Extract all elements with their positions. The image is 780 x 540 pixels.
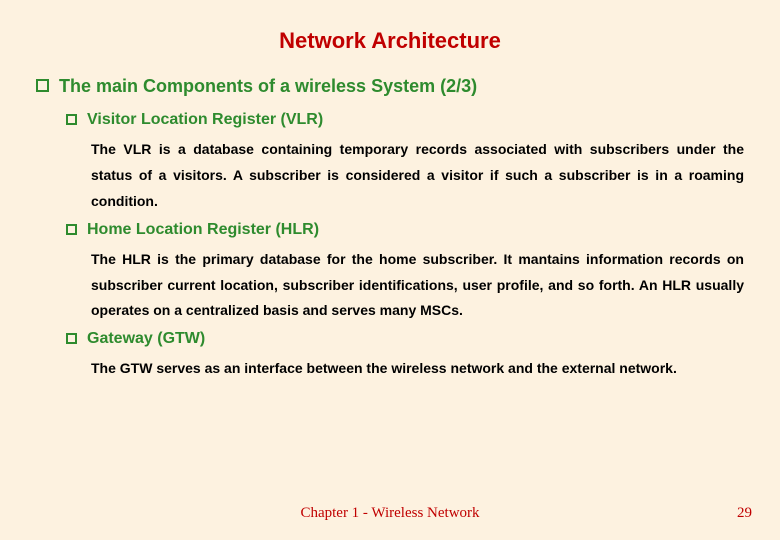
main-heading: The main Components of a wireless System… (59, 76, 477, 97)
slide-title: Network Architecture (0, 0, 780, 76)
square-bullet-icon (66, 114, 77, 125)
section-heading-row: Home Location Register (HLR) (66, 221, 744, 239)
section-heading-row: Visitor Location Register (VLR) (66, 111, 744, 129)
section-heading: Gateway (GTW) (87, 330, 205, 348)
section-heading: Visitor Location Register (VLR) (87, 111, 323, 129)
page-number: 29 (737, 505, 752, 522)
section-body: The GTW serves as an interface between t… (91, 356, 744, 382)
slide-content: The main Components of a wireless System… (0, 76, 780, 382)
section-heading: Home Location Register (HLR) (87, 221, 319, 239)
section-body: The HLR is the primary database for the … (91, 247, 744, 325)
square-bullet-icon (66, 333, 77, 344)
section-body: The VLR is a database containing tempora… (91, 137, 744, 215)
footer-text: Chapter 1 - Wireless Network (0, 505, 780, 522)
main-heading-row: The main Components of a wireless System… (36, 76, 744, 97)
section-heading-row: Gateway (GTW) (66, 330, 744, 348)
square-bullet-icon (66, 224, 77, 235)
square-bullet-icon (36, 79, 49, 92)
